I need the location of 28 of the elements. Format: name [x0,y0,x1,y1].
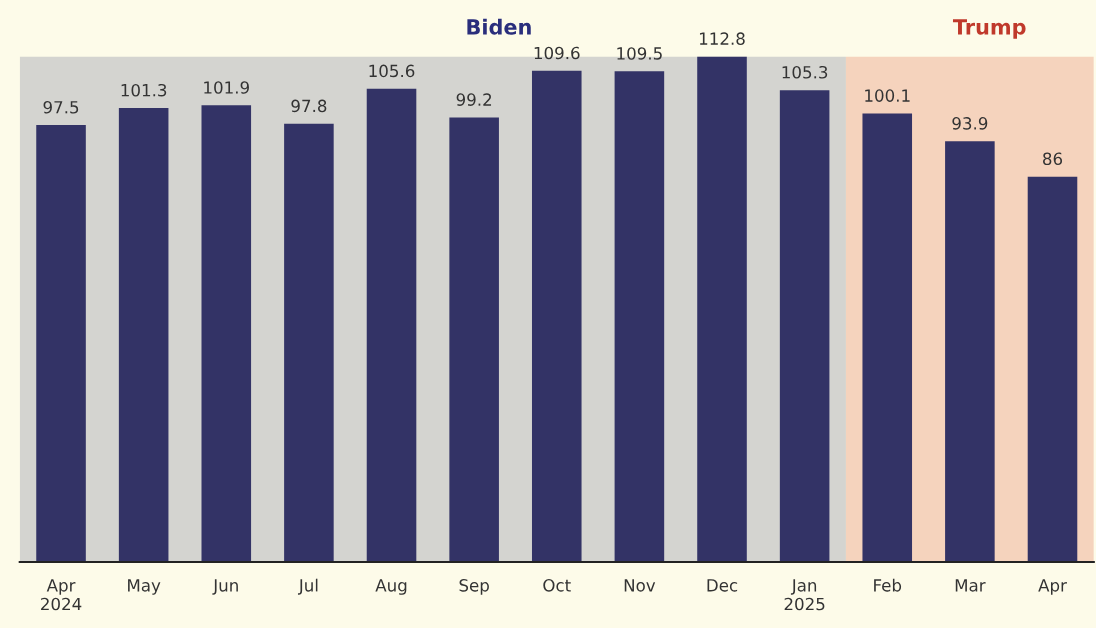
data-label: 109.6 [534,46,580,60]
data-label: 112.8 [699,32,745,45]
x-tick-label: Jun [212,579,238,595]
data-label: 100.1 [865,89,910,102]
data-label: 101.9 [204,81,249,94]
x-tick-label: Apr 2024 [41,579,82,611]
data-label: 86 [1043,152,1063,166]
x-tick-label: Oct [543,579,571,592]
x-tick-label: Jan 2025 [784,579,825,611]
data-label: 105.3 [782,65,828,79]
x-tick-label: Jul [297,578,318,595]
data-label: 109.5 [617,47,662,60]
data-label: 97.8 [291,99,327,113]
data-label: 101.3 [121,83,167,97]
x-tick-label: Aug [375,579,407,595]
x-tick-label: Sep [459,579,489,595]
data-label: 105.6 [369,64,415,78]
band-label: Trump [952,19,1026,39]
x-tick-label: Dec [707,579,738,592]
x-tick-label: Feb [874,578,902,592]
x-tick-label: Apr [1038,579,1067,595]
data-label: 99.2 [456,93,492,106]
x-tick-label: Mar [955,579,986,592]
x-tick-label: May [128,579,161,595]
x-tick-label: Nov [624,579,656,592]
band-label: Biden [467,18,531,35]
data-label: 93.9 [952,117,988,130]
data-label: 97.5 [43,100,79,114]
